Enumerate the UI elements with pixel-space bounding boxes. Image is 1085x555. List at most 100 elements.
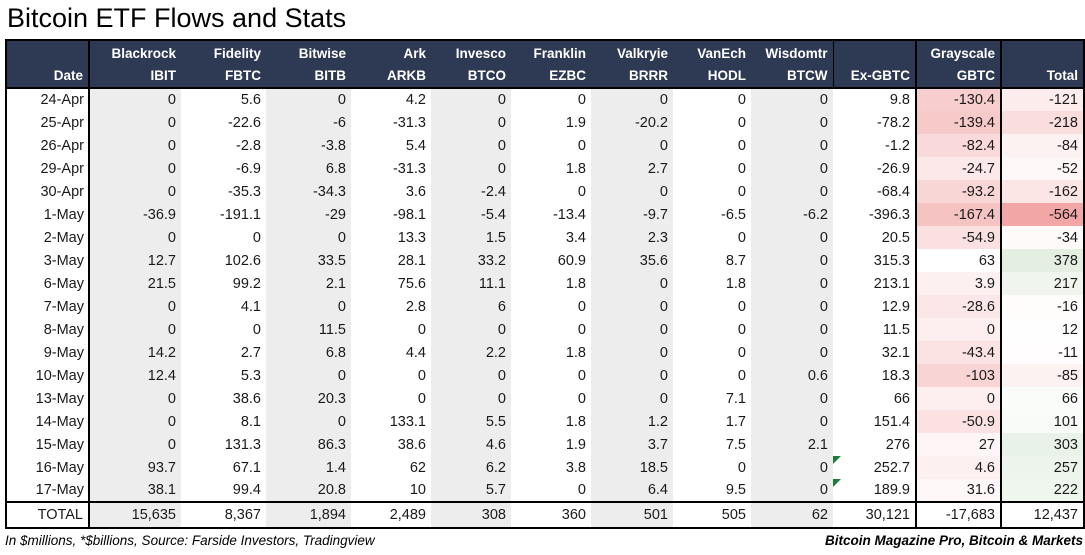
value-cell-arkb: 13.3 <box>351 226 431 249</box>
value-cell-gbtc: -167.4 <box>916 203 1002 226</box>
value-cell-arkb: 38.6 <box>351 433 431 456</box>
value-cell-fbtc: 67.1 <box>181 456 266 479</box>
table-row-9-may: 9-May 14.2 2.7 6.8 4.4 2.2 1.8 0 0 0 32.1 -43.4 -11 <box>6 341 1084 364</box>
value-cell-bitb: -6 <box>266 111 351 134</box>
value-cell-bitb: 86.3 <box>266 433 351 456</box>
value-cell-btco: 6 <box>431 295 511 318</box>
value-cell-ex-gbtc: 20.5 <box>833 226 917 249</box>
value-cell-brrr: 0 <box>591 341 673 364</box>
column-group-label-arkb: Ark <box>351 40 431 64</box>
total-cell-ibit: 15,635 <box>89 501 181 528</box>
date-cell: 24-Apr <box>6 88 90 111</box>
table-row-7-may: 7-May 0 4.1 0 2.8 6 0 0 0 0 12.9 -28.6 -16 <box>6 295 1084 318</box>
value-cell-ex-gbtc: 66 <box>833 387 917 410</box>
date-cell: 10-May <box>6 364 90 387</box>
date-cell: 30-Apr <box>6 180 90 203</box>
value-cell-ezbc: 0 <box>511 318 591 341</box>
value-cell-ezbc: 0 <box>511 479 591 502</box>
value-cell-btco: 5.7 <box>431 479 511 502</box>
value-cell-gbtc: 63 <box>916 249 1002 272</box>
column-header-bitb: BITB <box>266 64 351 89</box>
value-cell-ezbc: 0 <box>511 180 591 203</box>
value-cell-btco: -2.4 <box>431 180 511 203</box>
column-header-ibit: IBIT <box>89 64 181 89</box>
value-cell-gbtc: -24.7 <box>916 157 1002 180</box>
value-cell-btco: 0 <box>431 88 511 111</box>
date-cell: 6-May <box>6 272 90 295</box>
value-cell-total: 257 <box>1001 456 1084 479</box>
value-cell-ezbc: 1.8 <box>511 272 591 295</box>
value-cell-ibit: 0 <box>89 180 181 203</box>
value-cell-bitb: 0 <box>266 88 351 111</box>
value-cell-bitb: 33.5 <box>266 249 351 272</box>
value-cell-ezbc: 1.8 <box>511 410 591 433</box>
value-cell-brrr: 0 <box>591 88 673 111</box>
value-cell-btcw: 0 <box>751 318 833 341</box>
value-cell-btcw: 0 <box>751 134 833 157</box>
value-cell-btco: 2.2 <box>431 341 511 364</box>
value-cell-hodl: 0 <box>673 226 751 249</box>
value-cell-total: -34 <box>1001 226 1084 249</box>
value-cell-hodl: 7.5 <box>673 433 751 456</box>
value-cell-ex-gbtc: 276 <box>833 433 917 456</box>
column-group-label-btco: Invesco <box>431 40 511 64</box>
column-header-ezbc: EZBC <box>511 64 591 89</box>
green-corner-flag-icon <box>833 456 841 464</box>
value-cell-brrr: 0 <box>591 134 673 157</box>
value-cell-btcw: 0 <box>751 387 833 410</box>
table-row-3-may: 3-May 12.7 102.6 33.5 28.1 33.2 60.9 35.6 8.7 0 31… <box>6 249 1084 272</box>
value-cell-ibit: -36.9 <box>89 203 181 226</box>
value-cell-total: 217 <box>1001 272 1084 295</box>
value-cell-ibit: 0 <box>89 226 181 249</box>
table-row-17-may: 17-May 38.1 99.4 20.8 10 5.7 0 6.4 9.5 0 189.9 31.6… <box>6 479 1084 502</box>
value-cell-btcw: 0 <box>751 157 833 180</box>
value-cell-gbtc: -82.4 <box>916 134 1002 157</box>
value-cell-fbtc: -6.9 <box>181 157 266 180</box>
value-cell-btco: 33.2 <box>431 249 511 272</box>
value-cell-btcw: 0 <box>751 479 833 502</box>
value-cell-gbtc: -93.2 <box>916 180 1002 203</box>
value-cell-gbtc: -43.4 <box>916 341 1002 364</box>
value-cell-fbtc: 4.1 <box>181 295 266 318</box>
page-title: Bitcoin ETF Flows and Stats <box>7 3 347 33</box>
value-cell-ex-gbtc: 315.3 <box>833 249 917 272</box>
table-row-26-apr: 26-Apr 0 -2.8 -3.8 5.4 0 0 0 0 0 -1.2 -82.4 -84 <box>6 134 1084 157</box>
table-row-14-may: 14-May 0 8.1 0 133.1 5.5 1.8 1.2 1.7 0 151.4 -50.9 1… <box>6 410 1084 433</box>
value-cell-bitb: -29 <box>266 203 351 226</box>
column-group-label-ibit: Blackrock <box>89 40 181 64</box>
total-cell-bitb: 1,894 <box>266 501 351 528</box>
table-row-25-apr: 25-Apr 0 -22.6 -6 -31.3 0 1.9 -20.2 0 0 -78.2 -139.… <box>6 111 1084 134</box>
column-group-label-btcw: Wisdomtr <box>751 40 834 64</box>
value-cell-brrr: -20.2 <box>591 111 673 134</box>
value-cell-total: -52 <box>1001 157 1084 180</box>
table-row-8-may: 8-May 0 0 11.5 0 0 0 0 0 0 11.5 0 12 <box>6 318 1084 341</box>
column-group-label-date <box>6 40 90 64</box>
value-cell-arkb: 5.4 <box>351 134 431 157</box>
value-cell-bitb: 20.3 <box>266 387 351 410</box>
value-cell-total: 378 <box>1001 249 1084 272</box>
value-cell-brrr: -9.7 <box>591 203 673 226</box>
date-cell: 13-May <box>6 387 90 410</box>
value-cell-total: 222 <box>1001 479 1084 502</box>
value-cell-ex-gbtc: 11.5 <box>833 318 917 341</box>
table-row-29-apr: 29-Apr 0 -6.9 6.8 -31.3 0 1.8 2.7 0 0 -26.9 -24.7 -5… <box>6 157 1084 180</box>
value-cell-ex-gbtc: -396.3 <box>833 203 917 226</box>
value-cell-ibit: 12.7 <box>89 249 181 272</box>
value-cell-arkb: 4.2 <box>351 88 431 111</box>
value-cell-ex-gbtc: -78.2 <box>833 111 917 134</box>
date-cell: 8-May <box>6 318 90 341</box>
value-cell-ex-gbtc: 189.9 <box>833 479 917 502</box>
total-cell-arkb: 2,489 <box>351 501 431 528</box>
value-cell-hodl: 0 <box>673 88 751 111</box>
value-cell-total: -121 <box>1001 88 1084 111</box>
value-cell-fbtc: 99.2 <box>181 272 266 295</box>
value-cell-btco: 5.5 <box>431 410 511 433</box>
column-group-label-fbtc: Fidelity <box>181 40 266 64</box>
date-cell: 15-May <box>6 433 90 456</box>
table-row-30-apr: 30-Apr 0 -35.3 -34.3 3.6 -2.4 0 0 0 0 -68.4 -93.2 -1… <box>6 180 1084 203</box>
value-cell-ex-gbtc: 213.1 <box>833 272 917 295</box>
value-cell-arkb: 0 <box>351 364 431 387</box>
value-cell-btco: 11.1 <box>431 272 511 295</box>
value-cell-fbtc: -35.3 <box>181 180 266 203</box>
value-cell-brrr: 0 <box>591 364 673 387</box>
